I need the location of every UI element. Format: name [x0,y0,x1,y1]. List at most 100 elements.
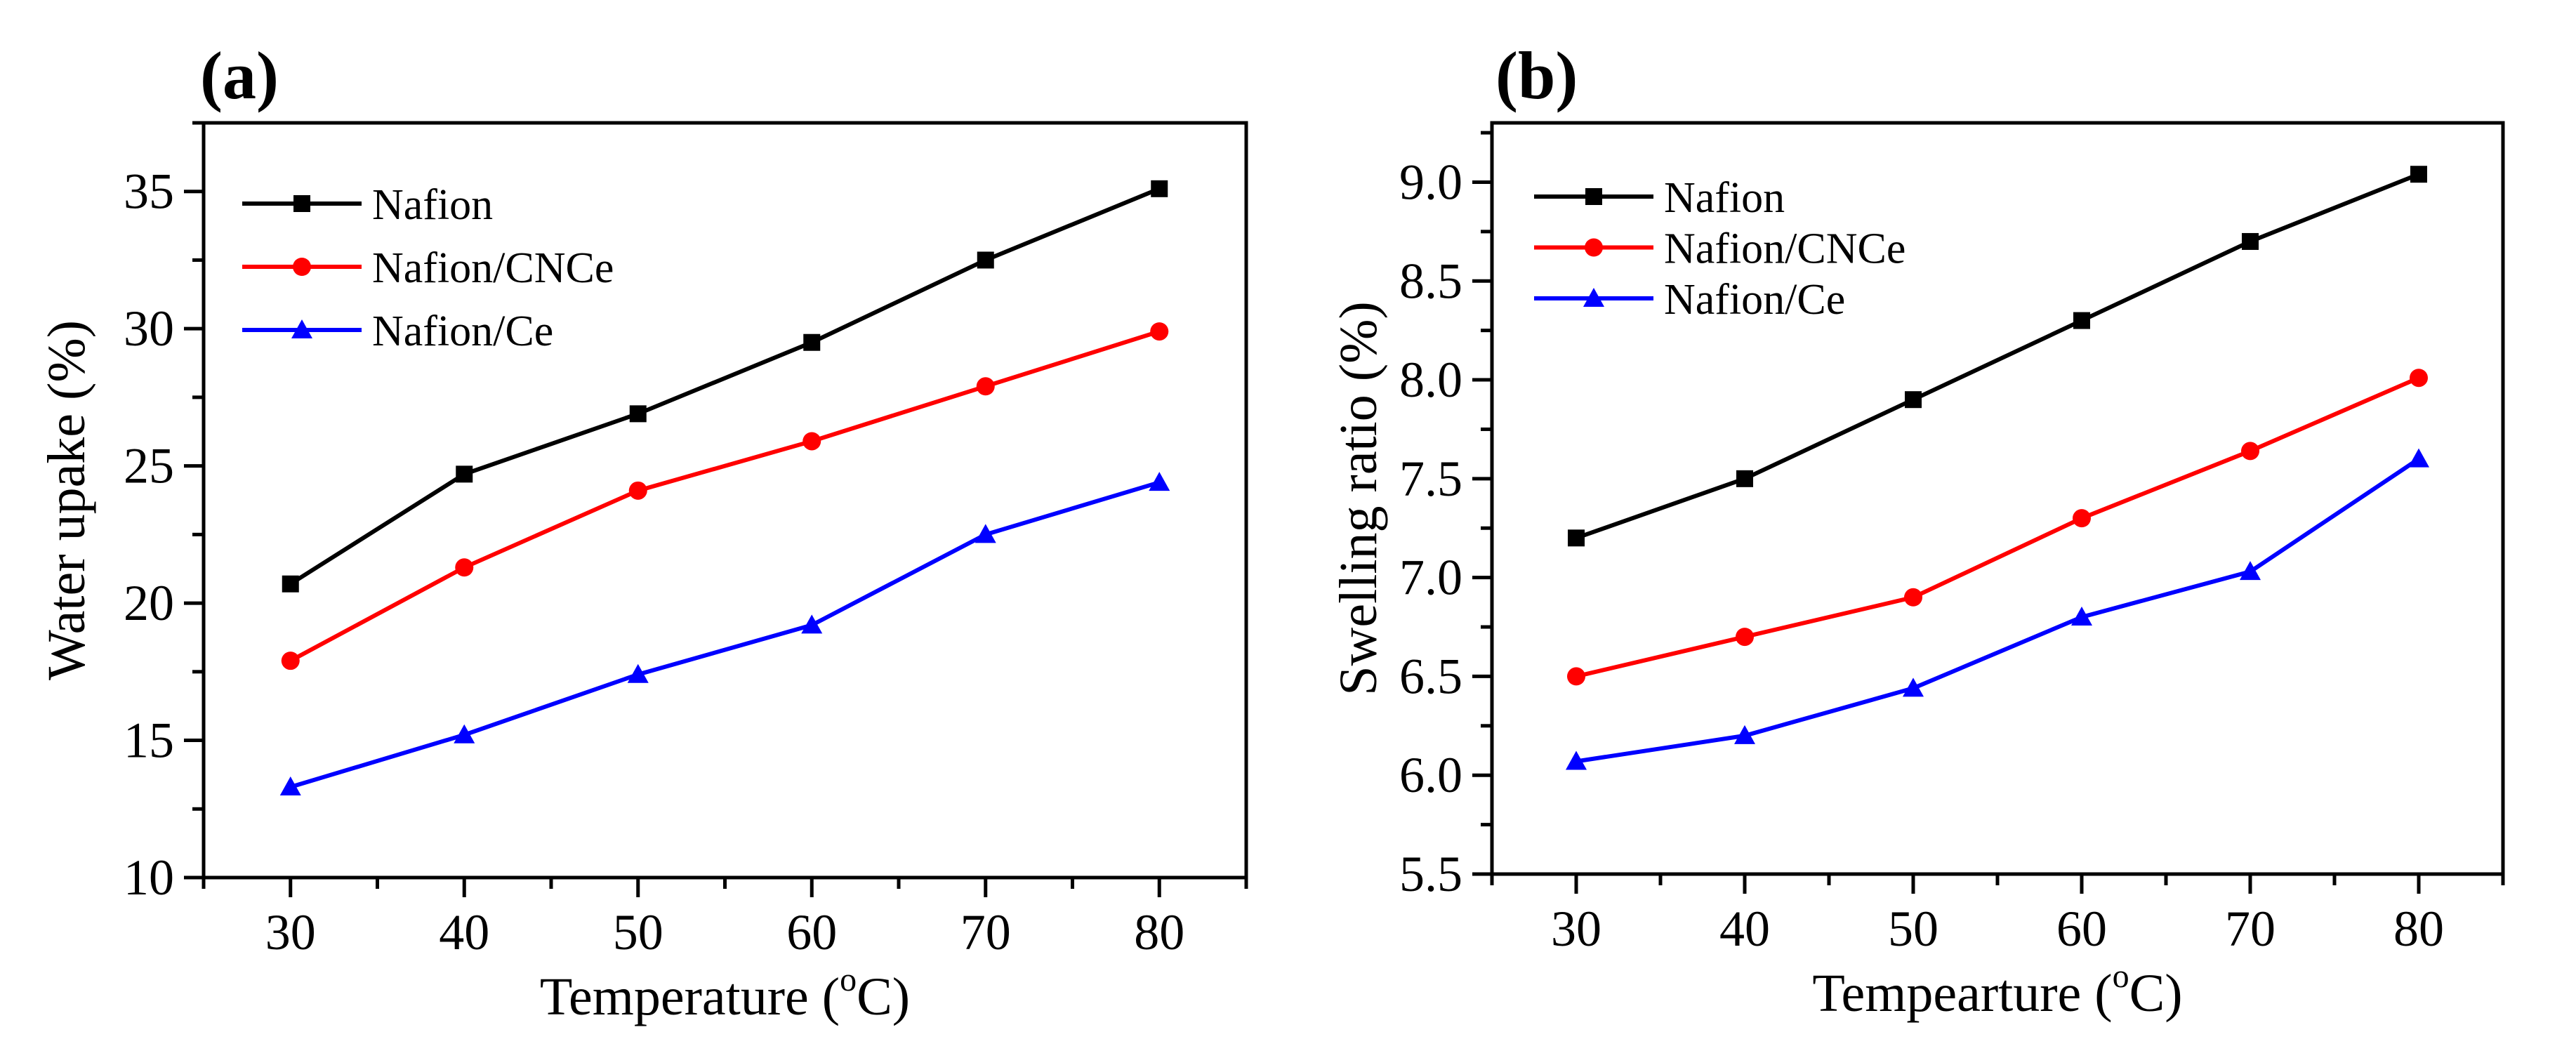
panel-label: (a) [200,38,279,113]
data-point [2408,448,2429,468]
x-axis-label-post: C) [2129,964,2183,1023]
x-tick-label: 30 [1551,901,1601,957]
data-point [628,481,647,500]
x-tick-label: 40 [439,904,489,960]
series-line [289,480,1161,789]
legend-marker [291,319,312,338]
y-tick-label: 25 [124,438,174,494]
y-tick-label: 5.5 [1399,846,1462,902]
y-tick-label: 9.0 [1399,154,1462,210]
x-axis-label-sup: o [2113,958,2129,995]
x-axis-label-pre: Temperature ( [540,967,840,1026]
data-point [1567,667,1585,686]
data-point [1568,529,1585,547]
data-point [282,575,299,593]
legend-marker [293,258,311,276]
x-axis-label-post: C) [857,967,910,1026]
data-point [977,251,994,269]
legend-marker [293,195,310,212]
y-axis-label: Swelling ratio (%) [1329,301,1388,695]
y-tick-label: 10 [124,849,174,906]
data-point [1149,472,1170,491]
x-axis-label-pre: Tempearture ( [1812,964,2112,1023]
chart-panel-1: (a) 30 40 50 60 70 80 10 15 20 25 30 35 Water upake (… [37,38,1248,1026]
data-point [2242,232,2259,250]
legend-label: Nafion [1664,174,1785,222]
data-point [2410,369,2428,388]
data-point [627,663,649,683]
series-1 [1568,166,2427,547]
data-point [1566,750,1587,770]
data-point [2240,561,2261,581]
series-line [1576,457,2420,764]
legend: Nafion Nafion/CNCe Nafion/Ce [242,181,614,355]
legend-label: Nafion/CNCe [1664,225,1905,273]
series-line [1576,172,2420,541]
data-point [2073,312,2090,329]
data-point [2241,442,2259,461]
legend-label: Nafion [372,181,493,229]
y-tick-label: 35 [124,164,174,220]
data-point [976,377,995,396]
data-point [802,432,821,451]
data-point [281,652,300,670]
legend-label: Nafion/Ce [1664,276,1845,324]
data-point [1736,470,1753,487]
y-axis-label: Water upake (%) [37,320,96,680]
legend-marker [1585,238,1603,257]
legend-label: Nafion/CNCe [372,244,614,292]
series-1 [282,180,1168,593]
data-point [803,333,821,351]
x-tick-label: 80 [2393,901,2444,957]
x-tick-label: 70 [2225,901,2276,957]
legend-marker [1585,188,1602,205]
y-tick-label: 8.5 [1399,253,1462,309]
x-tick-label: 60 [786,904,837,960]
data-point [2410,166,2427,183]
y-tick-label: 6.0 [1399,747,1462,803]
series-line [289,329,1161,663]
x-tick-label: 60 [2056,901,2107,957]
plot-frame [1490,121,2505,876]
x-axis-label: Temperature (oC) [540,961,910,1026]
x-tick-label: 50 [613,904,663,960]
y-tick-label: 30 [124,300,174,357]
panel-label: (b) [1495,38,1578,113]
x-axis-label: Tempearture (oC) [1812,958,2182,1023]
y-tick-label: 6.5 [1399,648,1462,704]
data-point [629,405,647,423]
data-point [1734,725,1755,744]
data-point [456,465,473,483]
y-tick-label: 15 [124,713,174,769]
series-line [289,187,1161,586]
data-point [975,524,996,543]
data-point [454,724,475,743]
y-tick-label: 7.5 [1399,451,1462,507]
legend-marker [1583,288,1604,307]
x-tick-label: 30 [265,904,316,960]
data-point [1150,322,1169,341]
chart-panel-2: (b) 30 40 50 60 70 80 5.5 6.0 6.5 7.0 7.5 8.0 8.5 9.0 S… [1329,38,2505,1023]
data-point [2071,606,2092,626]
x-tick-label: 70 [960,904,1011,960]
data-point [1736,628,1754,647]
data-point [1903,677,1924,697]
data-point [279,776,301,795]
data-point [2073,509,2091,528]
series-3 [279,472,1170,795]
series-2 [1567,369,2428,686]
legend-label: Nafion/Ce [372,308,553,355]
x-tick-label: 50 [1888,901,1938,957]
data-point [801,614,823,634]
series-3 [1566,448,2429,770]
data-point [1151,180,1168,197]
y-tick-label: 20 [124,575,174,631]
x-tick-label: 80 [1134,904,1184,960]
data-point [1904,588,1922,607]
y-tick-label: 8.0 [1399,352,1462,408]
series-line [1576,376,2420,679]
data-point [1905,391,1922,409]
x-tick-label: 40 [1719,901,1770,957]
